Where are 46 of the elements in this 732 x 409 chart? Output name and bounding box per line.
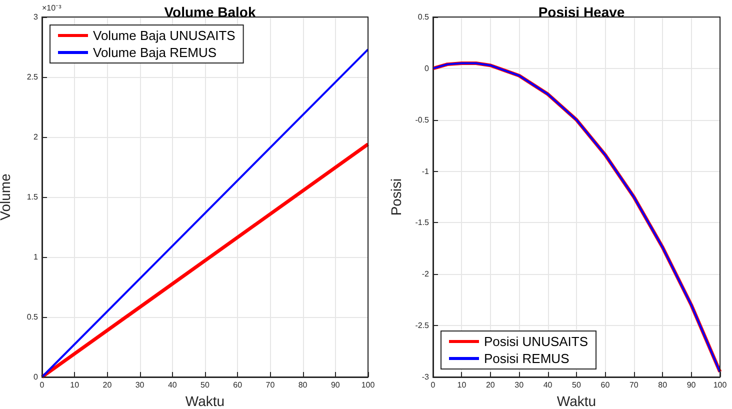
x-tick-label: 0	[40, 380, 45, 390]
y-tick-label: -1	[422, 166, 430, 176]
x-tick-label: 90	[330, 380, 340, 390]
legend-label: Volume Baja REMUS	[93, 45, 217, 60]
x-tick-label: 30	[514, 380, 524, 390]
x-tick-label: 100	[713, 380, 728, 390]
legend-label: Posisi UNUSAITS	[484, 334, 588, 349]
x-tick-label: 100	[361, 380, 376, 390]
y-axis-title: Posisi	[388, 178, 404, 216]
legend-label: Volume Baja UNUSAITS	[93, 28, 236, 43]
y-tick-label: 1	[34, 252, 39, 262]
x-axis-title: Waktu	[185, 392, 225, 409]
y-tick-label: -3	[422, 372, 430, 382]
x-axis-title: Waktu	[556, 392, 596, 409]
x-tick-label: 70	[629, 380, 639, 390]
y-tick-label: -2.5	[415, 321, 430, 330]
x-tick-label: 0	[430, 380, 436, 390]
y-tick-label: 0	[34, 372, 39, 382]
x-tick-label: 40	[543, 380, 553, 390]
x-tick-label: 20	[486, 380, 496, 390]
x-tick-label: 40	[168, 380, 178, 390]
y-tick-label: -0.5	[415, 115, 430, 124]
x-tick-label: 10	[70, 380, 80, 390]
y-tick-label: 0	[424, 64, 430, 73]
y-tick-label: 3	[34, 12, 39, 22]
y-tick-label: 2	[34, 132, 39, 142]
x-tick-label: 80	[658, 380, 668, 390]
x-tick-label: 70	[266, 380, 276, 390]
x-tick-label: 90	[686, 380, 696, 390]
y-tick-label: 0.5	[26, 312, 39, 322]
x-tick-label: 20	[102, 380, 112, 390]
y-tick-label: -2	[422, 270, 430, 279]
y-tick-label: 0.5	[418, 12, 430, 22]
x-tick-label: 80	[298, 380, 308, 390]
y-tick-label: 1.5	[26, 192, 39, 202]
y-tick-label: -1.5	[415, 218, 430, 228]
x-tick-label: 10	[457, 380, 467, 390]
x-tick-label: 60	[600, 380, 610, 390]
y-tick-label: 2.5	[26, 72, 39, 82]
x-tick-label: 50	[200, 380, 210, 390]
legend-label: Posisi REMUS	[484, 351, 570, 366]
x-tick-label: 30	[135, 380, 145, 390]
y-axis-title: Volume	[0, 173, 13, 220]
x-tick-label: 50	[572, 380, 582, 390]
text: ×10⁻³	[42, 4, 62, 12]
x-tick-label: 60	[233, 380, 243, 390]
